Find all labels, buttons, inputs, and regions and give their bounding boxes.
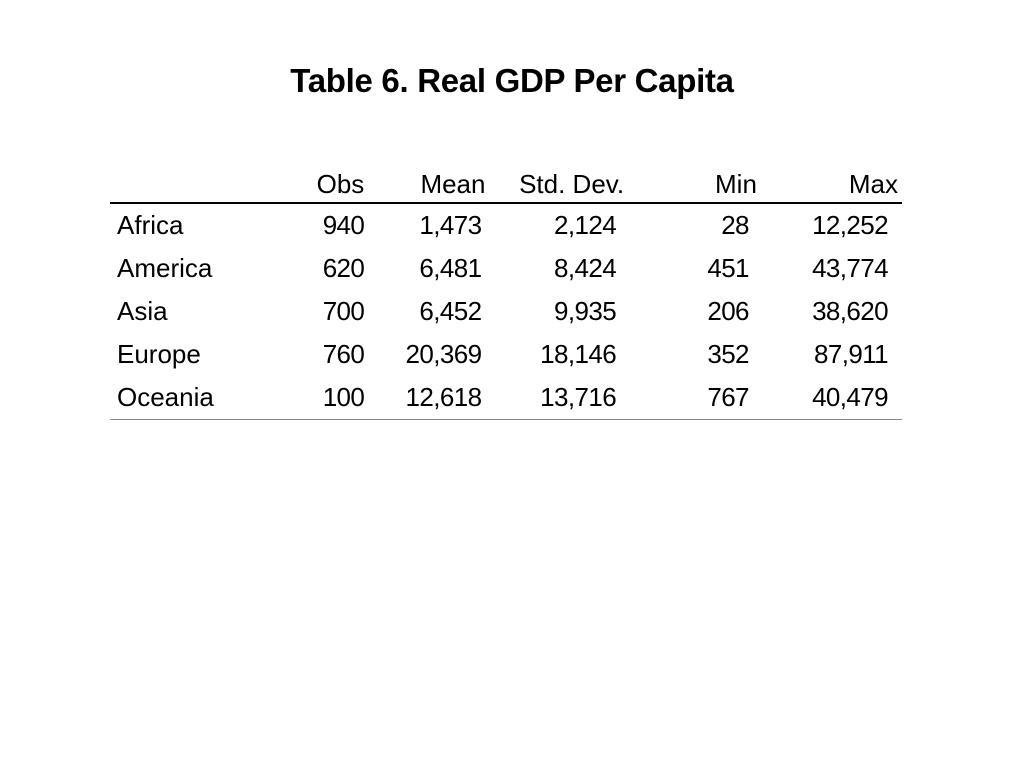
mean-cell: 12,618 — [368, 376, 490, 420]
page-title: Table 6. Real GDP Per Capita — [290, 62, 734, 99]
std-dev-cell: 8,424 — [554, 253, 617, 283]
column-header-std-dev: Std. Dev. — [489, 164, 625, 204]
max-cell: 87,911 — [814, 339, 889, 369]
max-cell: 12,252 — [812, 210, 889, 240]
obs-cell: 100 — [290, 376, 369, 420]
min-cell: 206 — [707, 296, 749, 326]
column-header-mean: Mean — [368, 164, 490, 204]
gdp-summary-table: Obs Mean Std. Dev. Min Max Africa 940 1,… — [110, 164, 902, 420]
max-cell: 40,479 — [762, 376, 902, 420]
column-header-region — [110, 164, 291, 204]
mean-cell: 6,481 — [419, 253, 482, 283]
obs-cell: 940 — [322, 210, 365, 240]
min-cell: 451 — [707, 253, 749, 283]
table-row: Europe 760 20,369 18,146 352 87,911 — [110, 333, 902, 376]
mean-cell: 1,473 — [419, 210, 482, 240]
std-dev-cell: 13,716 — [489, 376, 625, 420]
obs-cell: 760 — [322, 339, 365, 369]
obs-cell: 700 — [322, 296, 365, 326]
column-header-min: Min — [624, 164, 763, 204]
mean-cell: 20,369 — [405, 339, 483, 369]
region-cell: Africa — [117, 210, 184, 240]
min-cell: 767 — [624, 376, 763, 420]
region-cell: America — [117, 253, 213, 283]
column-header-obs: Obs — [290, 164, 369, 204]
std-dev-cell: 9,935 — [554, 296, 617, 326]
min-cell: 352 — [707, 339, 749, 369]
min-cell: 28 — [721, 210, 749, 240]
column-header-max: Max — [762, 164, 902, 204]
std-dev-cell: 18,146 — [540, 339, 617, 369]
max-cell: 43,774 — [812, 253, 889, 283]
region-cell: Asia — [117, 296, 168, 326]
region-cell: Europe — [117, 339, 201, 369]
std-dev-cell: 2,124 — [554, 210, 617, 240]
region-cell: Oceania — [110, 376, 291, 420]
table-header-row: Obs Mean Std. Dev. Min Max — [110, 164, 902, 204]
max-cell: 38,620 — [812, 296, 889, 326]
table-row: Africa 940 1,473 2,124 28 12,252 — [110, 203, 902, 247]
table-row: Asia 700 6,452 9,935 206 38,620 — [110, 290, 902, 333]
table-row: America 620 6,481 8,424 451 43,774 — [110, 247, 902, 290]
obs-cell: 620 — [322, 253, 365, 283]
table-row: Oceania 100 12,618 13,716 767 40,479 — [110, 376, 902, 420]
mean-cell: 6,452 — [419, 296, 482, 326]
